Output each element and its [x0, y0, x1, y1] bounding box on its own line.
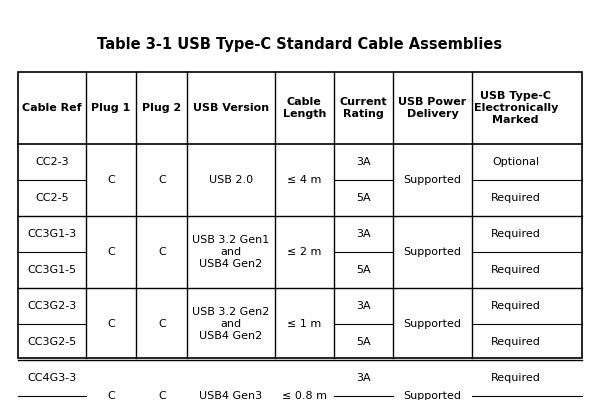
Text: CC3G2-3: CC3G2-3 — [27, 301, 76, 311]
Text: 5A: 5A — [356, 265, 371, 275]
Text: C: C — [107, 391, 115, 400]
Text: Cable Ref: Cable Ref — [22, 103, 82, 113]
Text: 5A: 5A — [356, 337, 371, 347]
Text: USB 2.0: USB 2.0 — [209, 175, 253, 185]
Text: 3A: 3A — [356, 373, 371, 383]
Text: 5A: 5A — [356, 193, 371, 203]
Text: C: C — [158, 247, 166, 257]
Text: Plug 1: Plug 1 — [91, 103, 131, 113]
Text: CC2-3: CC2-3 — [35, 157, 68, 167]
Text: Cable
Length: Cable Length — [283, 97, 326, 119]
Text: Supported: Supported — [404, 319, 461, 329]
Bar — [18, 72, 582, 358]
Text: 3A: 3A — [356, 157, 371, 167]
Text: Required: Required — [491, 193, 541, 203]
Text: Required: Required — [491, 229, 541, 239]
Text: C: C — [107, 247, 115, 257]
Text: CC4G3-3: CC4G3-3 — [27, 373, 76, 383]
Text: C: C — [158, 391, 166, 400]
Text: USB Type-C
Electronically
Marked: USB Type-C Electronically Marked — [473, 91, 558, 125]
Text: Supported: Supported — [404, 391, 461, 400]
Text: Required: Required — [491, 265, 541, 275]
Text: Required: Required — [491, 337, 541, 347]
Text: Plug 2: Plug 2 — [142, 103, 181, 113]
Text: USB Power
Delivery: USB Power Delivery — [398, 97, 467, 119]
Text: C: C — [158, 175, 166, 185]
Text: Required: Required — [491, 301, 541, 311]
Text: ≤ 2 m: ≤ 2 m — [287, 247, 322, 257]
Text: CC3G2-5: CC3G2-5 — [27, 337, 76, 347]
Text: Optional: Optional — [492, 157, 539, 167]
Text: USB 3.2 Gen1
and
USB4 Gen2: USB 3.2 Gen1 and USB4 Gen2 — [192, 234, 269, 270]
Text: USB 3.2 Gen2
and
USB4 Gen2: USB 3.2 Gen2 and USB4 Gen2 — [192, 306, 269, 341]
Text: Supported: Supported — [404, 175, 461, 185]
Text: ≤ 0.8 m: ≤ 0.8 m — [282, 391, 327, 400]
Text: ≤ 4 m: ≤ 4 m — [287, 175, 322, 185]
Text: CC3G1-3: CC3G1-3 — [27, 229, 76, 239]
Text: CC3G1-5: CC3G1-5 — [27, 265, 76, 275]
Text: CC2-5: CC2-5 — [35, 193, 68, 203]
Text: Current
Rating: Current Rating — [340, 97, 387, 119]
Text: 3A: 3A — [356, 301, 371, 311]
Text: Table 3-1 USB Type-C Standard Cable Assemblies: Table 3-1 USB Type-C Standard Cable Asse… — [97, 36, 503, 52]
Text: USB Version: USB Version — [193, 103, 269, 113]
Text: C: C — [158, 319, 166, 329]
Text: USB4 Gen3: USB4 Gen3 — [199, 391, 262, 400]
Text: ≤ 1 m: ≤ 1 m — [287, 319, 322, 329]
Text: C: C — [107, 319, 115, 329]
Text: 3A: 3A — [356, 229, 371, 239]
Text: C: C — [107, 175, 115, 185]
Text: Required: Required — [491, 373, 541, 383]
Text: Supported: Supported — [404, 247, 461, 257]
